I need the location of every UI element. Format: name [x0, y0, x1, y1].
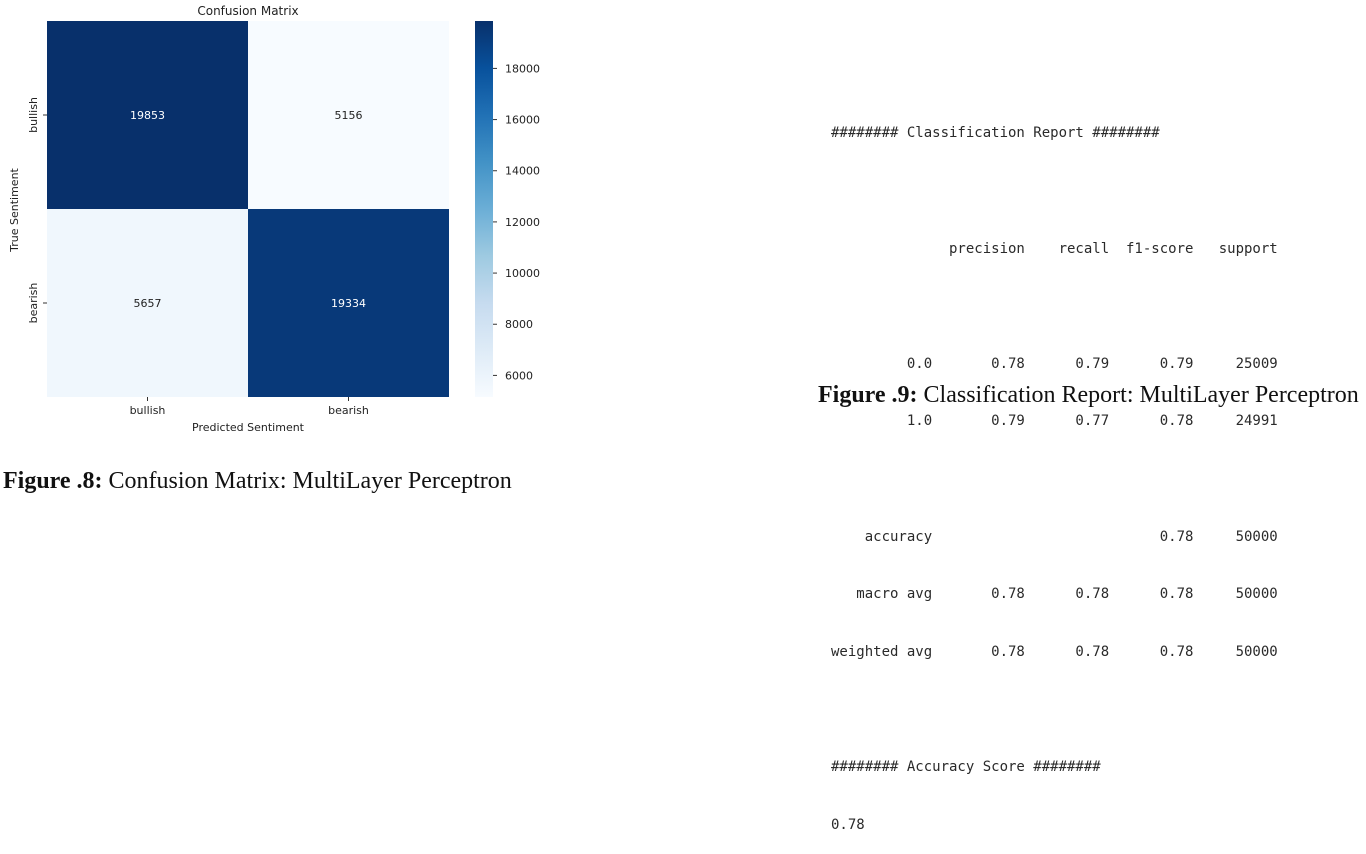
report-header: ######## Classification Report ######## — [831, 125, 1160, 142]
colorbar-tick-label: 6000 — [505, 369, 533, 382]
colorbar-tick-label: 8000 — [505, 318, 533, 331]
colorbar-tick-label: 16000 — [505, 114, 540, 127]
figure-9-label: Figure .9: — [818, 382, 918, 408]
heatmap-cell-label: 19853 — [130, 109, 165, 122]
x-tick-label: bullish — [130, 404, 166, 417]
colorbar-tick-label: 12000 — [505, 216, 540, 229]
figure-8-label: Figure .8: — [3, 468, 103, 494]
report-row — [831, 470, 1351, 489]
heatmap-cell — [47, 21, 248, 209]
x-axis-label: Predicted Sentiment — [192, 421, 305, 434]
heatmap-cell-label: 5156 — [335, 109, 363, 122]
colorbar-tick-label: 10000 — [505, 267, 540, 280]
report-row: 0.0 0.78 0.79 0.79 25009 — [831, 355, 1278, 372]
report-columns: precision recall f1-score support — [831, 240, 1278, 257]
colorbar-tick-label: 14000 — [505, 165, 540, 178]
accuracy-header: ######## Accuracy Score ######## — [831, 758, 1101, 775]
heatmap-cell — [248, 209, 449, 397]
report-row: 1.0 0.79 0.77 0.78 24991 — [831, 413, 1278, 430]
report-row: weighted avg 0.78 0.78 0.78 50000 — [831, 643, 1278, 660]
figure-9-caption-text: Classification Report: MultiLayer Percep… — [923, 382, 1359, 408]
figure-8-caption: Figure .8: Confusion Matrix: MultiLayer … — [3, 466, 548, 496]
chart-title: Confusion Matrix — [197, 4, 298, 18]
heatmap-cell — [47, 209, 248, 397]
y-tick-label: bearish — [27, 283, 40, 324]
y-axis-label: True Sentiment — [8, 167, 21, 252]
figure-9-caption: Figure .9: Classification Report: MultiL… — [818, 380, 1363, 410]
report-row: accuracy 0.78 50000 — [831, 528, 1278, 545]
heatmap-cell — [248, 21, 449, 209]
heatmap-cell-label: 19334 — [331, 297, 366, 310]
figure-8-caption-text: Confusion Matrix: MultiLayer Perceptron — [108, 468, 512, 494]
colorbar — [475, 21, 493, 397]
heatmap-cell-label: 5657 — [134, 297, 162, 310]
confusion-matrix-chart: Confusion Matrix 19853 5156 5657 19334 bull… — [8, 4, 540, 434]
x-tick-label: bearish — [328, 404, 369, 417]
accuracy-value: 0.78 — [831, 816, 865, 833]
confusion-matrix-figure: Confusion Matrix 19853 5156 5657 19334 bull… — [0, 0, 560, 440]
y-tick-label: bullish — [27, 97, 40, 133]
report-row: macro avg 0.78 0.78 0.78 50000 — [831, 586, 1278, 603]
classification-report: ######## Classification Report ######## … — [831, 86, 1351, 832]
colorbar-tick-label: 18000 — [505, 62, 540, 75]
